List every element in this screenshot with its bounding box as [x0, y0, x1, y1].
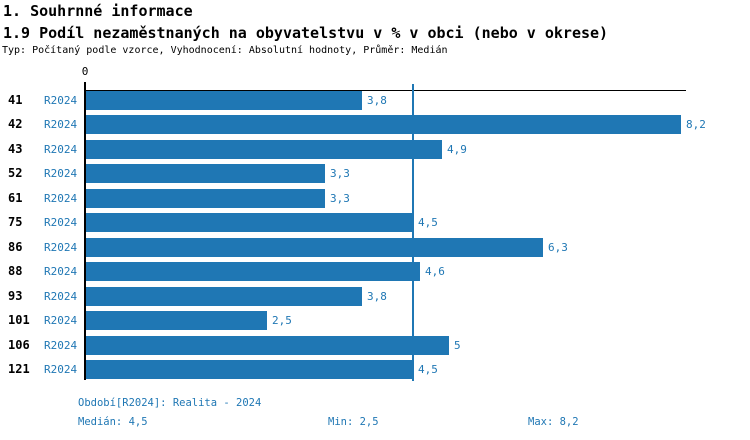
chart-subtitle: Typ: Počítaný podle vzorce, Vyhodnocení:…	[2, 45, 448, 56]
row-series-label: R2024	[44, 94, 78, 107]
row-series-label: R2024	[44, 241, 78, 254]
min-stat-label: Min: 2,5	[328, 416, 379, 428]
row-category-label: 121	[8, 362, 30, 376]
row-series-label: R2024	[44, 118, 78, 131]
bar	[86, 287, 362, 306]
max-stat-label: Max: 8,2	[528, 416, 579, 428]
bar-value-label: 3,3	[330, 192, 350, 205]
row-series-label: R2024	[44, 363, 78, 376]
bar-value-label: 2,5	[272, 314, 292, 327]
bar-value-label: 3,8	[367, 94, 387, 107]
median-stat-label: Medián: 4,5	[78, 416, 148, 428]
period-label: Období[R2024]: Realita - 2024	[78, 397, 262, 409]
row-series-label: R2024	[44, 290, 78, 303]
row-series-label: R2024	[44, 192, 78, 205]
row-category-label: 52	[8, 166, 23, 180]
row-series-label: R2024	[44, 265, 78, 278]
median-reference-line	[412, 84, 414, 381]
bar	[86, 91, 362, 110]
bar-value-label: 5	[454, 339, 461, 352]
bar	[86, 262, 420, 281]
bar-value-label: 4,9	[447, 143, 467, 156]
bar	[86, 115, 681, 134]
bar-value-label: 4,5	[418, 363, 438, 376]
bar-value-label: 4,5	[418, 216, 438, 229]
bar-value-label: 6,3	[548, 241, 568, 254]
x-axis-tick-label-zero: 0	[81, 65, 89, 78]
bar-value-label: 4,6	[425, 265, 445, 278]
bar	[86, 164, 325, 183]
bar-value-label: 8,2	[686, 118, 706, 131]
row-category-label: 75	[8, 215, 23, 229]
bar	[86, 140, 442, 159]
row-category-label: 88	[8, 264, 23, 278]
bar	[86, 213, 413, 232]
chart-title: 1.9 Podíl nezaměstnaných na obyvatelstvu…	[3, 24, 609, 42]
row-category-label: 43	[8, 142, 23, 156]
bar	[86, 311, 267, 330]
row-series-label: R2024	[44, 216, 78, 229]
bar	[86, 238, 543, 257]
row-category-label: 61	[8, 191, 23, 205]
bar	[86, 360, 413, 379]
row-category-label: 93	[8, 289, 23, 303]
section-title: 1. Souhrnné informace	[3, 2, 193, 20]
x-axis-line	[85, 90, 686, 91]
row-series-label: R2024	[44, 314, 78, 327]
bar-value-label: 3,3	[330, 167, 350, 180]
bar	[86, 336, 449, 355]
row-series-label: R2024	[44, 167, 78, 180]
row-series-label: R2024	[44, 143, 78, 156]
row-category-label: 42	[8, 117, 23, 131]
row-category-label: 86	[8, 240, 23, 254]
bar	[86, 189, 325, 208]
bar-value-label: 3,8	[367, 290, 387, 303]
row-category-label: 41	[8, 93, 23, 107]
row-category-label: 101	[8, 313, 30, 327]
row-category-label: 106	[8, 338, 30, 352]
y-axis-line	[84, 82, 86, 380]
row-series-label: R2024	[44, 339, 78, 352]
